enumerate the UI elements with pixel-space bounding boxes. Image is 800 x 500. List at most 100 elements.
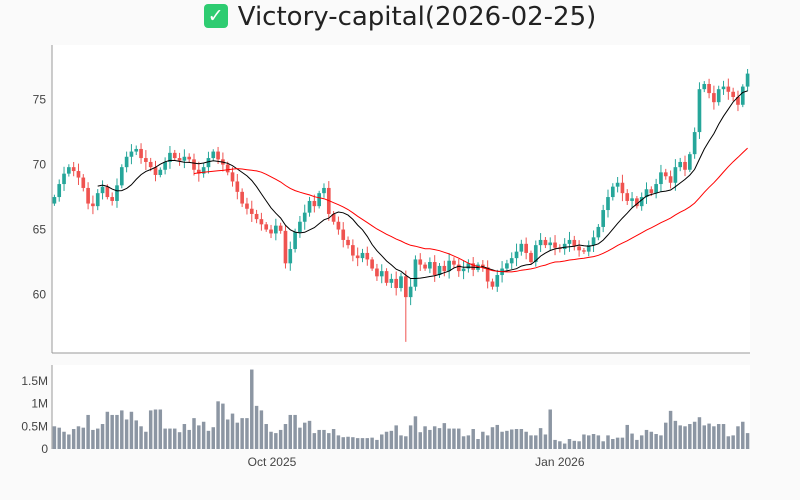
volume-bar — [110, 414, 114, 449]
volume-bar — [283, 424, 288, 449]
volume-bar — [57, 427, 61, 449]
volume-bar — [649, 431, 654, 449]
volume-bar — [182, 424, 187, 449]
volume-bar — [678, 425, 682, 449]
volume-bar — [307, 420, 312, 449]
candle-down — [76, 171, 81, 178]
candle-down — [471, 263, 476, 270]
volume-bar — [457, 428, 461, 449]
volume-bar — [745, 433, 750, 449]
volume-bar — [355, 438, 360, 449]
volume-bar — [288, 414, 293, 449]
candle-down — [577, 246, 581, 251]
candle-down — [86, 187, 90, 204]
candle-up — [644, 189, 649, 198]
candle-down — [105, 186, 110, 198]
volume-bar — [52, 426, 57, 449]
check-mark-icon: ✓ — [203, 4, 228, 28]
candle-down — [481, 264, 485, 268]
candle-up — [548, 242, 553, 246]
candle-up — [702, 83, 707, 90]
volume-bar — [418, 432, 422, 449]
volume-bar — [389, 430, 394, 449]
volume-bar — [668, 410, 673, 449]
volume-bar — [124, 419, 129, 449]
candle-up — [678, 161, 683, 168]
volume-bar — [620, 437, 625, 449]
volume-bar — [702, 425, 707, 449]
candle-up — [745, 73, 750, 87]
price-panel — [52, 45, 750, 353]
volume-bar — [659, 435, 663, 449]
price-tick-label: 60 — [33, 288, 47, 302]
moving-average-ma30 — [193, 147, 748, 273]
candle-up — [408, 286, 413, 298]
candle-down — [139, 148, 143, 159]
volume-bar — [254, 405, 259, 449]
volume-bar — [317, 429, 321, 449]
candle-down — [432, 262, 437, 276]
candle-down — [192, 159, 196, 170]
candle-down — [230, 172, 235, 182]
volume-bar — [601, 441, 605, 449]
candle-up — [514, 251, 519, 259]
volume-bar — [582, 434, 586, 449]
volume-bar — [370, 437, 374, 449]
candle-down — [712, 93, 716, 103]
candle-up — [115, 185, 119, 201]
candle-down — [177, 158, 182, 161]
volume-bar — [67, 434, 71, 449]
candle-down — [490, 281, 495, 287]
candle-down — [635, 198, 639, 207]
candle-up — [639, 197, 644, 207]
candle-down — [264, 224, 269, 230]
volume-bar — [365, 438, 370, 449]
volume-bar — [168, 428, 172, 449]
candle-up — [721, 86, 726, 90]
volume-bar — [81, 427, 86, 449]
volume-bar — [534, 435, 538, 449]
price-tick-label: 75 — [33, 93, 47, 107]
volume-bar — [336, 435, 341, 449]
candle-down — [245, 203, 249, 209]
volume-bar — [62, 431, 66, 449]
volume-bar — [197, 425, 201, 449]
volume-tick-label: 0.5M — [21, 419, 48, 433]
volume-bar — [274, 433, 278, 449]
candle-up — [298, 221, 302, 233]
volume-bar — [611, 439, 615, 449]
candle-down — [283, 230, 288, 264]
candle-up — [413, 259, 418, 287]
volume-bar — [461, 436, 466, 449]
volume-bar — [630, 433, 634, 449]
candle-up — [95, 193, 100, 207]
candle-up — [437, 265, 442, 276]
candle-up — [211, 151, 216, 159]
candle-up — [606, 197, 610, 211]
candle-up — [182, 156, 187, 161]
volume-bar — [211, 427, 215, 449]
volume-bar — [105, 411, 110, 449]
volume-bar — [95, 428, 100, 449]
volume-bar — [351, 437, 355, 449]
candle-down — [582, 250, 586, 252]
volume-bar — [519, 429, 524, 449]
volume-bar — [177, 432, 182, 449]
volume-bar — [173, 428, 177, 449]
volume-bar — [278, 429, 283, 449]
candle-down — [312, 200, 317, 207]
candle-down — [524, 243, 528, 253]
volume-bar — [543, 434, 548, 449]
volume-bar — [327, 433, 331, 449]
volume-bar — [697, 417, 702, 449]
candle-down — [384, 271, 389, 283]
candle-down — [375, 268, 379, 277]
candle-up — [379, 271, 384, 277]
volume-bar — [505, 430, 509, 449]
candle-up — [100, 186, 105, 194]
candle-down — [731, 91, 735, 97]
volume-bar — [490, 427, 495, 449]
volume-bar — [346, 436, 350, 449]
candle-down — [225, 164, 230, 173]
volume-bar — [688, 424, 692, 449]
